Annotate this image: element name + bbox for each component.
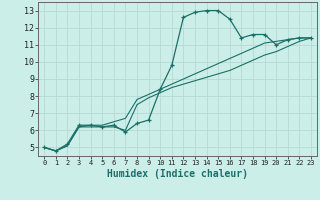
X-axis label: Humidex (Indice chaleur): Humidex (Indice chaleur) <box>107 169 248 179</box>
